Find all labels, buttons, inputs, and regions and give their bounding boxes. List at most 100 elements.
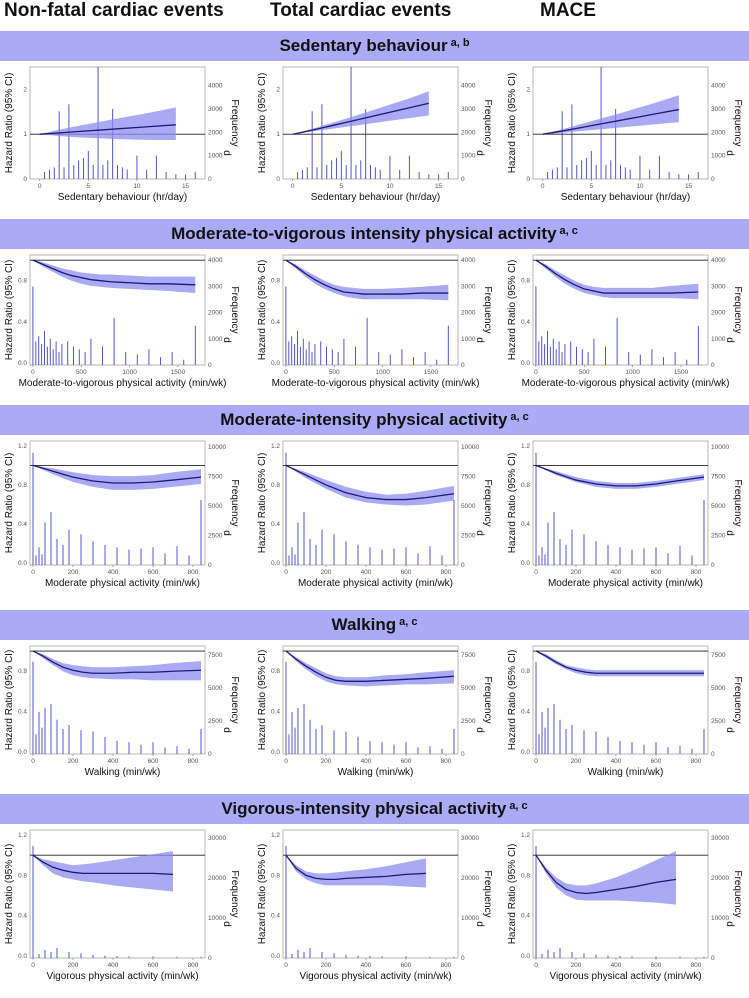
section-band-vigorous: Vigorous-intensity physical activity a, c <box>0 794 749 824</box>
section-title: Moderate-intensity physical activity <box>220 410 508 429</box>
hazard-ratio-panel: 0 1 2 0 1000 2000 3000 4000 0 5 10 15 Sedentary beha… <box>4 66 240 203</box>
y-right-tick-label: 10000 <box>208 444 226 451</box>
hazard-ratio-panel: 0.0 0.4 0.8 0 1000 2000 3000 4000 0 500 1000 1500 Mo… <box>257 254 493 389</box>
x-tick-label: 1500 <box>171 369 186 376</box>
y-right-tick-label: 2500 <box>461 532 476 539</box>
x-tick-label: 15 <box>685 183 693 190</box>
x-tick-label: 800 <box>691 962 702 969</box>
y-right-axis-label: Frequency <box>482 286 493 333</box>
x-axis-label: Vigorous physical activity (min/wk) <box>299 971 451 982</box>
confidence-band <box>32 260 196 294</box>
y-right-tick-label: 3000 <box>461 106 476 113</box>
y-left-tick-label: 0.0 <box>18 560 27 567</box>
y-right-tick-label: 1000 <box>711 153 726 160</box>
x-tick-label: 400 <box>108 758 119 765</box>
x-axis-label: Moderate physical activity (min/wk) <box>298 578 453 589</box>
x-tick-label: 400 <box>361 569 372 576</box>
confidence-band <box>536 651 704 677</box>
confidence-band <box>33 851 173 892</box>
y-right-tick-label: 1000 <box>208 336 223 343</box>
section-title-sup: a, c <box>510 411 529 423</box>
x-tick-label: 800 <box>691 758 702 765</box>
y-right-tick-label: 2500 <box>461 718 476 725</box>
y-left-axis-label: Hazard Ratio (95% CI) <box>257 73 268 174</box>
hazard-ratio-panel: 0.0 0.4 0.8 1.2 0 10000 20000 30000 0 200 400 600 80… <box>257 829 493 982</box>
x-axis-label: Walking (min/wk) <box>588 767 664 778</box>
y-left-tick-label: 0.0 <box>521 360 530 367</box>
x-tick-label: 400 <box>108 962 119 969</box>
y-right-tick-label: 20000 <box>461 875 479 882</box>
x-axis-label: Sedentary behaviour (hr/day) <box>58 192 188 203</box>
y-right-tick-label: 2000 <box>208 129 223 136</box>
hazard-ratio-panel: 0.0 0.4 0.8 0 1000 2000 3000 4000 0 500 1000 1500 Mo… <box>507 254 743 389</box>
y-right-tick-label: 4000 <box>711 257 726 264</box>
confidence-band <box>542 95 679 135</box>
y-right-axis-superscript: d <box>724 530 735 536</box>
section-title: Walking <box>331 615 397 634</box>
y-right-axis-superscript: d <box>474 337 485 343</box>
y-left-tick-label: 0.0 <box>18 360 27 367</box>
plot-frame <box>282 645 459 755</box>
y-left-tick-label: 0.8 <box>521 482 530 489</box>
plot-frame <box>29 254 206 366</box>
y-right-tick-label: 2500 <box>711 718 726 725</box>
y-right-tick-label: 0 <box>208 751 212 758</box>
y-right-tick-label: 4000 <box>461 257 476 264</box>
hazard-ratio-line <box>285 464 455 501</box>
y-left-tick-label: 0.4 <box>271 521 280 528</box>
y-right-tick-label: 0 <box>711 176 715 183</box>
y-left-tick-label: 0.4 <box>18 709 27 716</box>
section-title: Sedentary behaviour <box>279 36 448 55</box>
y-right-axis-superscript: d <box>724 150 735 156</box>
x-tick-label: 400 <box>361 962 372 969</box>
y-left-axis-label: Hazard Ratio (95% CI) <box>257 453 268 554</box>
y-right-tick-label: 4000 <box>208 83 223 90</box>
y-right-tick-label: 5000 <box>208 503 223 510</box>
hazard-ratio-line <box>32 854 174 875</box>
y-left-tick-label: 0.0 <box>521 749 530 756</box>
x-tick-label: 0 <box>534 569 538 576</box>
y-right-tick-label: 0 <box>461 562 465 569</box>
x-tick-label: 200 <box>321 569 332 576</box>
confidence-band <box>286 465 454 506</box>
x-tick-label: 200 <box>571 569 582 576</box>
column-header-non-fatal: Non-fatal cardiac events <box>4 0 224 21</box>
y-left-tick-label: 0.0 <box>271 749 280 756</box>
y-left-tick-label: 1 <box>276 131 280 138</box>
x-axis-label: Sedentary behaviour (hr/day) <box>561 192 691 203</box>
y-right-axis-label: Frequency <box>482 479 493 526</box>
y-left-tick-label: 1.2 <box>521 443 530 450</box>
y-right-tick-label: 20000 <box>208 875 226 882</box>
hazard-ratio-line <box>32 650 202 674</box>
x-tick-label: 500 <box>329 369 340 376</box>
x-tick-label: 5 <box>340 183 344 190</box>
confidence-band <box>292 91 429 135</box>
x-axis-label: Walking (min/wk) <box>338 767 414 778</box>
y-left-tick-label: 0.8 <box>271 668 280 675</box>
hazard-ratio-panel: 0.0 0.4 0.8 0 2500 5000 7500 0 200 400 600 800 Walki… <box>4 645 240 778</box>
hazard-ratio-panel: 0.0 0.4 0.8 1.2 0 2500 5000 7500 10000 0 200 400 600… <box>4 440 240 589</box>
y-left-tick-label: 0.8 <box>18 668 27 675</box>
y-left-tick-label: 0.4 <box>521 709 530 716</box>
y-right-axis-label: Frequency <box>482 676 493 723</box>
section-band-walking: Walking a, c <box>0 610 749 640</box>
x-tick-label: 1500 <box>424 369 439 376</box>
y-right-tick-label: 3000 <box>208 283 223 290</box>
section-title-sup: a, b <box>450 37 470 49</box>
y-right-tick-label: 0 <box>461 362 465 369</box>
x-tick-label: 800 <box>441 569 452 576</box>
confidence-band <box>285 260 449 301</box>
x-tick-label: 600 <box>651 569 662 576</box>
y-left-tick-label: 0.0 <box>271 360 280 367</box>
y-right-tick-label: 2000 <box>461 129 476 136</box>
x-tick-label: 600 <box>651 758 662 765</box>
y-right-tick-label: 1000 <box>461 153 476 160</box>
hazard-ratio-line <box>535 259 699 294</box>
x-tick-label: 600 <box>148 569 159 576</box>
x-tick-label: 800 <box>188 569 199 576</box>
y-right-axis-label: Frequency <box>482 99 493 146</box>
x-tick-label: 600 <box>148 962 159 969</box>
y-right-tick-label: 4000 <box>461 83 476 90</box>
y-left-tick-label: 0.8 <box>271 278 280 285</box>
y-left-tick-label: 1 <box>23 131 27 138</box>
